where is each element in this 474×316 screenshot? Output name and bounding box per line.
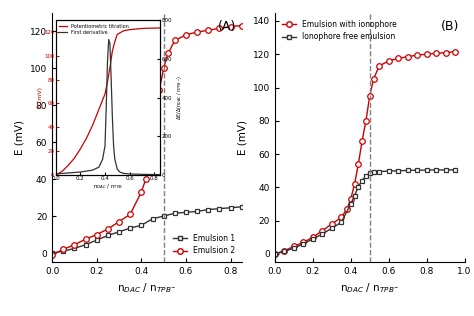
Legend: Emulsion with ionophore, Ionophore free emulsion: Emulsion with ionophore, Ionophore free …: [279, 16, 400, 44]
X-axis label: n$_{DAC}$ / n$_{TPB^{-}}$: n$_{DAC}$ / n$_{TPB^{-}}$: [117, 282, 177, 295]
Legend: Emulsion 1, Emulsion 2: Emulsion 1, Emulsion 2: [170, 231, 238, 258]
X-axis label: n$_{DAC}$ / n$_{TPB^{-}}$: n$_{DAC}$ / n$_{TPB^{-}}$: [340, 282, 400, 295]
Y-axis label: E (mV): E (mV): [15, 120, 25, 155]
Text: (B): (B): [440, 20, 459, 33]
Y-axis label: $\Delta$E/$\Delta$(n$_{DAC}$ / n$_{TPB^-}$): $\Delta$E/$\Delta$(n$_{DAC}$ / n$_{TPB^-…: [175, 75, 184, 120]
Text: (A): (A): [218, 20, 236, 33]
Y-axis label: E (mV): E (mV): [237, 120, 247, 155]
